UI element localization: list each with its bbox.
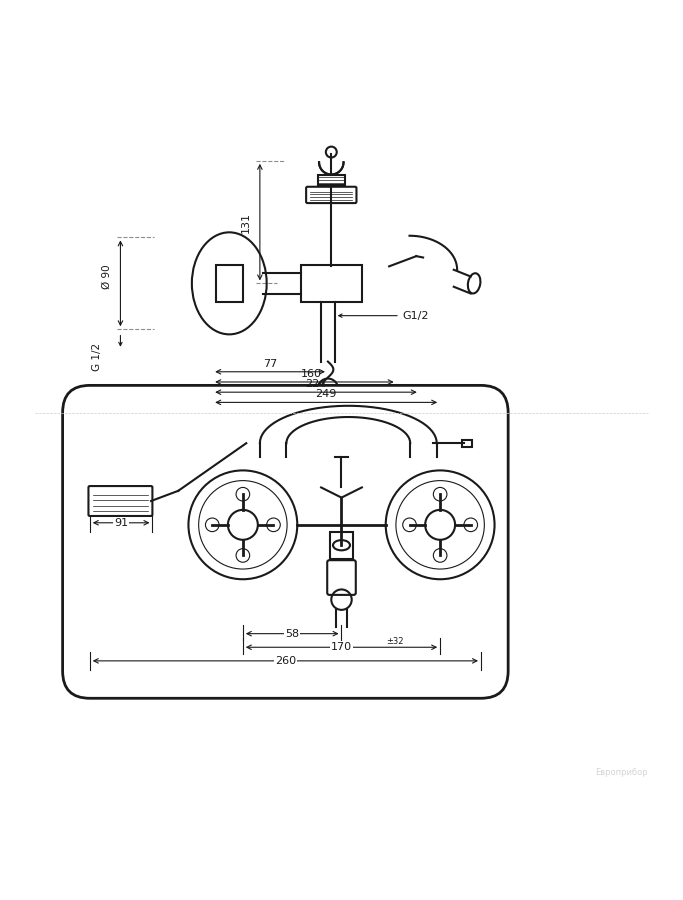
Text: Ø 90: Ø 90 [102,265,112,289]
Text: G1/2: G1/2 [339,310,429,320]
Text: 260: 260 [275,656,296,666]
Text: 170: 170 [331,643,352,652]
Text: 91: 91 [114,518,128,527]
Text: 224: 224 [305,379,326,389]
FancyBboxPatch shape [306,187,357,203]
Bar [318,175,345,184]
Text: 160: 160 [301,369,322,379]
Ellipse shape [333,540,350,550]
Text: Европрибор: Европрибор [595,768,647,777]
Bar [330,532,353,559]
Text: G 1/2: G 1/2 [92,342,102,371]
Bar [462,440,472,446]
Text: 58: 58 [285,629,299,639]
Text: 77: 77 [263,358,277,369]
Bar [216,265,243,302]
FancyBboxPatch shape [327,560,356,595]
Text: 131: 131 [241,212,251,232]
FancyBboxPatch shape [63,385,508,698]
Text: 249: 249 [316,389,337,400]
Ellipse shape [192,232,266,335]
Text: ±32: ±32 [386,637,403,646]
Ellipse shape [468,274,480,293]
FancyBboxPatch shape [89,486,152,516]
Bar [301,265,362,302]
